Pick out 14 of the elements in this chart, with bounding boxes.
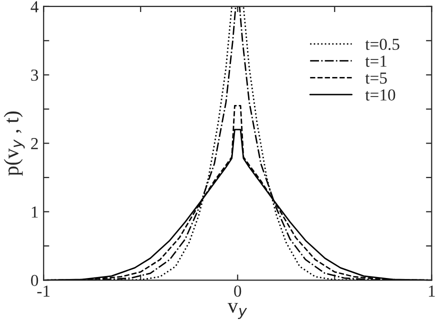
y-axis-title: p(v$_{y}$ , t) bbox=[4, 111, 25, 176]
x-tick-label: -1 bbox=[37, 286, 50, 297]
y-tick-label: 2 bbox=[31, 138, 38, 150]
legend-label: t=10 bbox=[365, 89, 396, 101]
y-tick-label: 4 bbox=[30, 1, 38, 12]
y-tick-label: 3 bbox=[31, 70, 38, 81]
legend-label: t=1 bbox=[365, 56, 386, 67]
legend-label: t=0.5 bbox=[365, 38, 400, 50]
x-axis-title: v$_{y}$ bbox=[228, 302, 248, 319]
legend-label: t=5 bbox=[365, 72, 387, 84]
y-tick-label: 1 bbox=[32, 206, 38, 218]
x-tick-label: 0 bbox=[234, 285, 242, 297]
x-tick-label: 1 bbox=[428, 286, 435, 297]
y-tick-label: 0 bbox=[31, 274, 38, 286]
